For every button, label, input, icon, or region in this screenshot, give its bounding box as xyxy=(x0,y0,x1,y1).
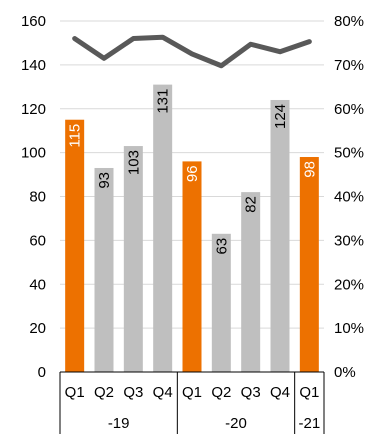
bar-data-labels: 115 93 103 131 96 63 82 124 98 xyxy=(67,89,319,255)
bar xyxy=(65,119,85,372)
right-axis-tick-label: 80% xyxy=(334,13,364,30)
right-axis-ticks: 0% 10% 20% 30% 40% 50% 60% 70% 80% xyxy=(334,13,364,381)
right-axis-tick-label: 40% xyxy=(334,189,364,206)
right-axis-tick-label: 60% xyxy=(334,101,364,118)
left-axis-tick-label: 40 xyxy=(29,276,46,293)
bar xyxy=(153,84,173,373)
ratio-line-series xyxy=(72,34,312,69)
left-axis-tick-label: 20 xyxy=(29,320,46,337)
bar-data-label: 131 xyxy=(155,89,172,114)
right-axis-tick-label: 10% xyxy=(334,320,364,337)
left-axis-tick-label: 60 xyxy=(29,232,46,249)
category-label: Q1 xyxy=(182,384,202,401)
right-axis-tick-label: 70% xyxy=(334,57,364,74)
bar xyxy=(182,161,202,372)
left-axis-tick-label: 100 xyxy=(21,145,46,162)
category-label: Q4 xyxy=(153,384,173,401)
category-label: Q2 xyxy=(211,384,231,401)
year-group-label: -21 xyxy=(298,415,320,432)
bar-data-label: 63 xyxy=(213,238,230,255)
category-label: Q1 xyxy=(299,384,319,401)
bar xyxy=(299,157,319,372)
category-label: Q3 xyxy=(123,384,143,401)
bar xyxy=(270,99,290,372)
bar-series xyxy=(65,84,319,373)
left-axis-tick-label: 160 xyxy=(21,13,46,30)
bar xyxy=(123,146,143,372)
bar-data-label: 82 xyxy=(243,196,260,213)
category-label: Q4 xyxy=(270,384,290,401)
bar-data-label: 124 xyxy=(272,104,289,129)
bar-data-label: 96 xyxy=(184,165,201,182)
left-axis-tick-label: 120 xyxy=(21,101,46,118)
category-label: Q3 xyxy=(241,384,261,401)
right-axis-tick-label: 0% xyxy=(334,364,356,381)
left-axis-ticks: 0 20 40 60 80 100 120 140 160 xyxy=(21,13,46,381)
left-axis-tick-label: 80 xyxy=(29,189,46,206)
ratio-line xyxy=(72,34,312,69)
category-axis: Q1 Q2 Q3 Q4 Q1 Q2 Q3 Q4 Q1 -19 -20 -21 xyxy=(59,371,325,434)
right-axis-tick-label: 30% xyxy=(334,232,364,249)
bar-data-label: 103 xyxy=(125,150,142,175)
bar xyxy=(211,233,231,372)
right-axis-tick-label: 20% xyxy=(334,276,364,293)
right-axis-tick-label: 50% xyxy=(334,145,364,162)
left-axis-tick-label: 140 xyxy=(21,57,46,74)
category-label: Q1 xyxy=(65,384,85,401)
bar-data-label: 98 xyxy=(301,161,318,178)
bar xyxy=(241,192,261,372)
left-axis-tick-label: 0 xyxy=(38,364,46,381)
bar xyxy=(94,167,114,372)
category-label: Q2 xyxy=(94,384,114,401)
year-group-label: -19 xyxy=(108,415,130,432)
bar-data-label: 115 xyxy=(67,124,84,148)
bar-data-label: 93 xyxy=(96,172,113,189)
year-group-label: -20 xyxy=(225,415,247,432)
